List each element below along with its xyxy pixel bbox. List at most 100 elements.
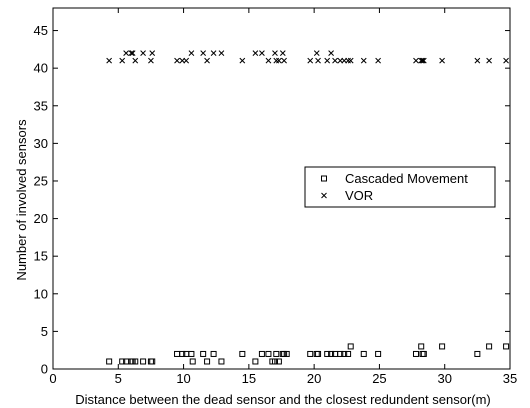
data-point: [486, 57, 492, 64]
data-point: [276, 57, 282, 64]
data-point: [119, 57, 126, 64]
x-marker-stroke: [140, 50, 146, 56]
data-point: [210, 350, 217, 357]
data-point: [123, 50, 129, 56]
data-point: [275, 358, 282, 365]
data-point: [279, 50, 286, 56]
x-marker-stroke: [273, 57, 280, 64]
data-point: [315, 350, 322, 357]
x-marker-stroke: [183, 57, 190, 64]
legend-label-vor: VOR: [345, 188, 373, 203]
data-point: [283, 350, 290, 357]
data-point: [174, 57, 180, 64]
x-tick-label: 5: [115, 371, 122, 386]
data-point: [218, 358, 225, 365]
series-vor: [106, 50, 509, 64]
x-marker-stroke: [106, 57, 112, 64]
data-point: [188, 50, 195, 56]
data-point: [281, 57, 287, 64]
data-point: [313, 350, 320, 357]
data-point: [412, 350, 419, 357]
legend-marker-vor: [321, 192, 327, 199]
data-point: [183, 57, 190, 64]
y-tick-label: 10: [34, 286, 48, 301]
data-point: [210, 50, 217, 56]
data-point: [347, 343, 354, 350]
x-marker-stroke: [259, 50, 265, 56]
x-marker-stroke: [413, 57, 419, 64]
data-point: [328, 350, 335, 357]
data-point: [189, 358, 196, 365]
y-axis-label: Number of involved sensors: [14, 119, 29, 281]
data-point: [106, 57, 112, 64]
y-tick-label: 0: [41, 362, 48, 377]
data-point: [132, 57, 139, 64]
data-point: [332, 57, 338, 64]
legend-marker-cascaded: [321, 175, 327, 182]
x-marker-stroke: [149, 50, 156, 56]
x-marker-stroke: [332, 57, 338, 64]
data-point: [148, 57, 154, 64]
y-tick-label: 25: [34, 173, 48, 188]
data-point: [439, 57, 445, 64]
data-point: [259, 50, 265, 56]
x-marker-stroke: [307, 57, 314, 64]
data-point: [337, 350, 344, 357]
data-point: [147, 358, 154, 365]
data-point: [174, 350, 181, 357]
x-marker-stroke: [218, 50, 225, 56]
x-marker-stroke: [132, 57, 139, 64]
x-marker-stroke: [321, 192, 327, 199]
data-point: [200, 50, 207, 56]
data-point: [273, 57, 280, 64]
data-point: [375, 57, 381, 64]
x-axis: 0 5 10 15 20 25 30 35: [49, 8, 517, 386]
data-point: [200, 350, 207, 357]
data-point: [419, 350, 426, 357]
x-marker-stroke: [129, 50, 136, 56]
x-marker-stroke: [272, 50, 278, 56]
data-point: [106, 358, 113, 365]
data-point: [129, 50, 136, 56]
data-point: [271, 358, 278, 365]
data-point: [503, 57, 509, 64]
data-point: [128, 50, 135, 56]
x-tick-label: 0: [49, 371, 56, 386]
data-point: [420, 350, 427, 357]
x-marker-stroke: [313, 50, 320, 56]
data-point: [341, 350, 348, 357]
x-marker-stroke: [200, 50, 207, 56]
y-tick-label: 45: [34, 23, 48, 38]
data-point: [149, 50, 156, 56]
data-point: [324, 350, 331, 357]
data-point: [140, 50, 146, 56]
data-point: [265, 350, 272, 357]
data-point: [474, 57, 481, 64]
y-tick-label: 5: [41, 324, 48, 339]
data-point: [252, 358, 259, 365]
data-point: [413, 57, 419, 64]
x-marker-stroke: [265, 57, 272, 64]
x-marker-stroke: [128, 50, 135, 56]
legend-label-cascaded: Cascaded Movement: [345, 171, 468, 186]
series-cascaded-movement: [106, 343, 510, 365]
x-marker-stroke: [420, 57, 427, 64]
y-tick-label: 15: [34, 249, 48, 264]
plot-frame: [52, 7, 511, 370]
x-marker-stroke: [418, 57, 425, 64]
x-marker-stroke: [486, 57, 492, 64]
data-point: [313, 50, 320, 56]
x-marker-stroke: [345, 57, 351, 64]
data-point: [503, 343, 510, 350]
x-marker-stroke: [503, 57, 509, 64]
x-marker-stroke: [188, 50, 195, 56]
x-axis-label: Distance between the dead sensor and the…: [75, 392, 491, 407]
data-point: [218, 50, 225, 56]
x-marker-stroke: [252, 50, 259, 56]
y-tick-label: 35: [34, 98, 48, 113]
y-axis: 0 5 10 15 20 25 30 35 40 45: [34, 23, 510, 377]
data-point: [272, 50, 278, 56]
x-marker-stroke: [123, 50, 129, 56]
data-point: [149, 358, 156, 365]
